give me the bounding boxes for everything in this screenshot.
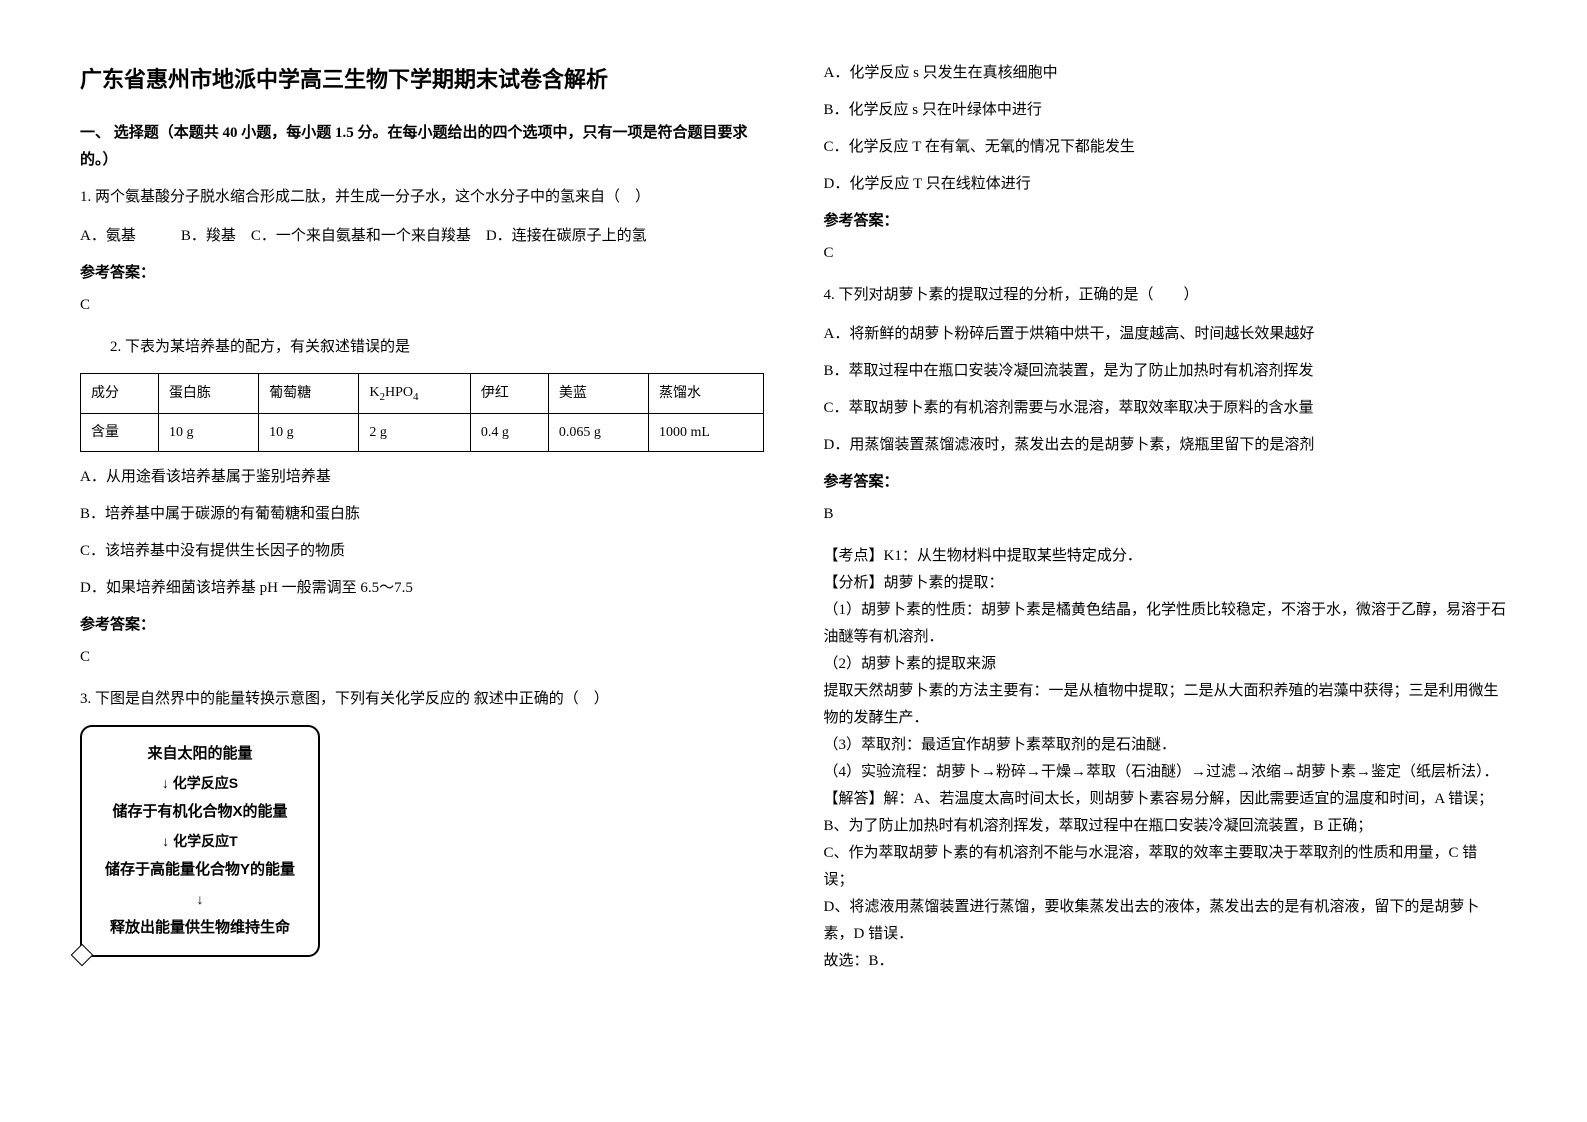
analysis-jD: D、将滤液用蒸馏装置进行蒸馏，要收集蒸发出去的液体，蒸发出去的是有机溶液，留下的… — [824, 894, 1508, 948]
diagram-line: 储存于高能量化合物Y的能量 — [102, 855, 298, 885]
analysis-p4: （4）实验流程：胡萝卜→粉碎→干燥→萃取（石油醚）→过滤→浓缩→胡萝卜素→鉴定（… — [824, 759, 1508, 786]
q4-optB: B．萃取过程中在瓶口安装冷凝回流装置，是为了防止加热时有机溶剂挥发 — [824, 358, 1508, 385]
diagram-line: 储存于有机化合物X的能量 — [102, 797, 298, 827]
table-cell: 10 g — [158, 414, 258, 452]
table-cell: 蛋白胨 — [158, 373, 258, 414]
q1-answer-label: 参考答案： — [80, 260, 764, 287]
q1-text: 1. 两个氨基酸分子脱水缩合形成二肽，并生成一分子水，这个水分子中的氢来自（ ） — [80, 184, 764, 211]
section-header: 一、 选择题（本题共 40 小题，每小题 1.5 分。在每小题给出的四个选项中，… — [80, 120, 764, 174]
analysis-jieda: 【解答】解：A、若温度太高时间太长，则胡萝卜素容易分解，因此需要适宜的温度和时间… — [824, 786, 1508, 813]
q2-optA: A．从用途看该培养基属于鉴别培养基 — [80, 464, 764, 491]
q3-optA: A．化学反应 s 只发生在真核细胞中 — [824, 60, 1508, 87]
analysis-p3: （3）萃取剂：最适宜作胡萝卜素萃取剂的是石油醚． — [824, 732, 1508, 759]
q2-optC: C．该培养基中没有提供生长因子的物质 — [80, 538, 764, 565]
diagram-corner-icon — [71, 944, 94, 967]
q4-answer: B — [824, 501, 1508, 528]
table-cell: 10 g — [259, 414, 359, 452]
table-cell: 0.065 g — [548, 414, 648, 452]
q4-optC: C．萃取胡萝卜素的有机溶剂需要与水混溶，萃取效率取决于原料的含水量 — [824, 395, 1508, 422]
analysis-final: 故选：B． — [824, 948, 1508, 975]
analysis-jB: B、为了防止加热时有机溶剂挥发，萃取过程中在瓶口安装冷凝回流装置，B 正确； — [824, 813, 1508, 840]
diagram-arrow: ↓ 化学反应S — [102, 769, 298, 797]
diagram-arrow: ↓ — [102, 885, 298, 913]
q2-answer-label: 参考答案： — [80, 612, 764, 639]
table-cell: 含量 — [81, 414, 159, 452]
table-cell: 葡萄糖 — [259, 373, 359, 414]
q1-answer: C — [80, 292, 764, 319]
q3-text: 3. 下图是自然界中的能量转换示意图，下列有关化学反应的 叙述中正确的（ ） — [80, 686, 764, 713]
table-cell: 成分 — [81, 373, 159, 414]
q3-diagram: 来自太阳的能量 ↓ 化学反应S 储存于有机化合物X的能量 ↓ 化学反应T 储存于… — [80, 725, 320, 957]
q2-text: 2. 下表为某培养基的配方，有关叙述错误的是 — [80, 334, 764, 361]
q3-optC: C．化学反应 T 在有氧、无氧的情况下都能发生 — [824, 134, 1508, 161]
analysis-p2: （2）胡萝卜素的提取来源 — [824, 651, 1508, 678]
q4-optA: A．将新鲜的胡萝卜粉碎后置于烘箱中烘干，温度越高、时间越长效果越好 — [824, 321, 1508, 348]
table-row: 含量 10 g 10 g 2 g 0.4 g 0.065 g 1000 mL — [81, 414, 764, 452]
analysis-fenxi-label: 【分析】胡萝卜素的提取： — [824, 570, 1508, 597]
analysis-jC: C、作为萃取胡萝卜素的有机溶剂不能与水混溶，萃取的效率主要取决于萃取剂的性质和用… — [824, 840, 1508, 894]
q2-table: 成分 蛋白胨 葡萄糖 K2HPO4 伊红 美蓝 蒸馏水 含量 10 g 10 g… — [80, 373, 764, 453]
q1-options: A．氨基 B．羧基 C．一个来自氨基和一个来自羧基 D．连接在碳原子上的氢 — [80, 223, 764, 250]
q2-optB: B．培养基中属于碳源的有葡萄糖和蛋白胨 — [80, 501, 764, 528]
page-title: 广东省惠州市地派中学高三生物下学期期末试卷含解析 — [80, 60, 764, 100]
table-cell: 蒸馏水 — [649, 373, 763, 414]
table-cell: 0.4 g — [470, 414, 548, 452]
analysis-kaodian: 【考点】K1：从生物材料中提取某些特定成分． — [824, 543, 1508, 570]
table-cell: 2 g — [359, 414, 471, 452]
analysis-p2-detail: 提取天然胡萝卜素的方法主要有：一是从植物中提取；二是从大面积养殖的岩藻中获得；三… — [824, 678, 1508, 732]
q4-optD: D．用蒸馏装置蒸馏滤液时，蒸发出去的是胡萝卜素，烧瓶里留下的是溶剂 — [824, 432, 1508, 459]
table-cell: 美蓝 — [548, 373, 648, 414]
table-cell: K2HPO4 — [359, 373, 471, 414]
q2-optD: D．如果培养细菌该培养基 pH 一般需调至 6.5～7.5 — [80, 575, 764, 602]
diagram-line: 来自太阳的能量 — [102, 739, 298, 769]
analysis-p1: （1）胡萝卜素的性质：胡萝卜素是橘黄色结晶，化学性质比较稳定，不溶于水，微溶于乙… — [824, 597, 1508, 651]
q3-answer-label: 参考答案： — [824, 208, 1508, 235]
diagram-arrow: ↓ 化学反应T — [102, 827, 298, 855]
table-row: 成分 蛋白胨 葡萄糖 K2HPO4 伊红 美蓝 蒸馏水 — [81, 373, 764, 414]
table-cell: 伊红 — [470, 373, 548, 414]
q3-optB: B．化学反应 s 只在叶绿体中进行 — [824, 97, 1508, 124]
q4-text: 4. 下列对胡萝卜素的提取过程的分析，正确的是（ ） — [824, 282, 1508, 309]
q2-answer: C — [80, 644, 764, 671]
q4-answer-label: 参考答案： — [824, 469, 1508, 496]
q3-optD: D．化学反应 T 只在线粒体进行 — [824, 171, 1508, 198]
diagram-line: 释放出能量供生物维持生命 — [102, 913, 298, 943]
q3-answer: C — [824, 240, 1508, 267]
table-cell: 1000 mL — [649, 414, 763, 452]
